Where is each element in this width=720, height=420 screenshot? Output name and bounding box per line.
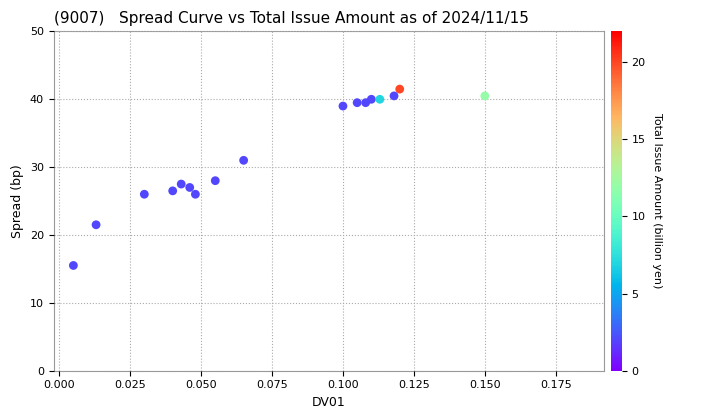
Point (167, 187, 179, 194)
Y-axis label: Total Issue Amount (billion yen): Total Issue Amount (billion yen) (652, 113, 662, 289)
Y-axis label: Spread (bp): Spread (bp) (11, 164, 24, 238)
Point (189, 191, 201, 197)
Text: (9007)   Spread Curve vs Total Issue Amount as of 2024/11/15: (9007) Spread Curve vs Total Issue Amoun… (53, 11, 528, 26)
Point (351, 99, 363, 106)
Point (394, 86, 405, 92)
Point (90, 221, 102, 228)
Point (374, 96, 386, 102)
Point (388, 92, 400, 99)
Point (238, 157, 249, 164)
Point (337, 103, 348, 110)
Point (68, 262, 79, 269)
Point (138, 191, 150, 197)
X-axis label: DV01: DV01 (312, 396, 346, 409)
Point (479, 92, 490, 99)
Point (184, 184, 196, 191)
Point (176, 181, 187, 187)
Point (360, 99, 372, 106)
Point (210, 177, 221, 184)
Point (366, 96, 377, 102)
